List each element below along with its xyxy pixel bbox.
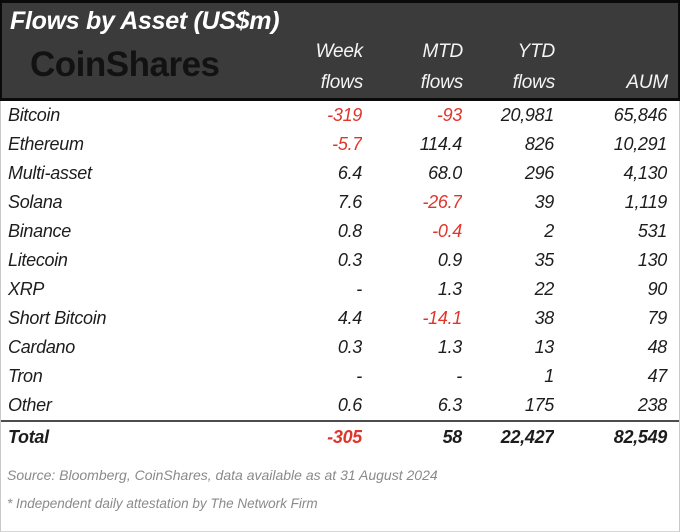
attestation-note: * Independent daily attestation by The N… — [7, 496, 318, 511]
table-body: Bitcoin -319 -93 20,981 65,846 Ethereum … — [0, 101, 680, 532]
total-ytd-flows-value: 22,427 — [500, 427, 554, 447]
week-flows-value: 0.3 — [337, 250, 362, 270]
aum-value: 79 — [647, 308, 668, 328]
table-row-cardano: Cardano 0.3 1.3 13 48 — [1, 333, 679, 362]
week-flows-value: 0.8 — [337, 221, 362, 241]
week-flows-value: 7.6 — [337, 192, 362, 212]
total-mtd-flows-value: 58 — [442, 427, 462, 447]
asset-name: Cardano — [8, 337, 75, 357]
total-aum-value: 82,549 — [613, 427, 668, 447]
ytd-flows-value: 20,981 — [500, 105, 554, 125]
column-header-ytd-line1: YTD — [517, 41, 556, 62]
mtd-flows-value: -93 — [436, 105, 462, 125]
aum-value: 130 — [637, 250, 667, 270]
table-row-multi-asset: Multi-asset 6.4 68.0 296 4,130 — [1, 159, 679, 188]
source-note: Source: Bloomberg, CoinShares, data avai… — [7, 467, 438, 483]
week-flows-value: 4.4 — [337, 308, 362, 328]
asset-name: Litecoin — [8, 250, 68, 270]
table-row-ethereum: Ethereum -5.7 114.4 826 10,291 — [1, 130, 679, 159]
mtd-flows-value: 114.4 — [419, 134, 462, 154]
asset-name: Other — [8, 395, 52, 415]
table-row-xrp: XRP - 1.3 22 90 — [1, 275, 679, 304]
total-label: Total — [8, 427, 49, 447]
asset-name: Bitcoin — [8, 105, 60, 125]
ytd-flows-value: 2 — [544, 221, 554, 241]
mtd-flows-value: -0.4 — [432, 221, 462, 241]
asset-name: Tron — [8, 366, 43, 386]
mtd-flows-value: 1.3 — [437, 279, 462, 299]
table-row-total: Total -305 58 22,427 82,549 — [1, 420, 679, 453]
week-flows-value: - — [356, 366, 362, 386]
mtd-flows-value: - — [456, 366, 462, 386]
aum-value: 1,119 — [624, 192, 668, 212]
column-header-week-line2: flows — [320, 72, 363, 93]
table-footnotes: Source: Bloomberg, CoinShares, data avai… — [1, 453, 679, 511]
table-row-litecoin: Litecoin 0.3 0.9 35 130 — [1, 246, 679, 275]
table-row-binance: Binance 0.8 -0.4 2 531 — [1, 217, 679, 246]
coinshares-logo: CoinShares — [30, 45, 220, 84]
column-header-mtd-flows: MTD flows — [421, 36, 463, 98]
asset-name: Solana — [8, 192, 63, 212]
mtd-flows-value: 1.3 — [437, 337, 462, 357]
column-header-ytd-flows: YTD flows — [513, 36, 555, 98]
column-header-mtd-line1: MTD — [422, 41, 463, 62]
table-row-short-bitcoin: Short Bitcoin 4.4 -14.1 38 79 — [1, 304, 679, 333]
aum-value: 48 — [647, 337, 668, 357]
aum-value: 47 — [647, 366, 668, 386]
table-row-other: Other 0.6 6.3 175 238 — [1, 391, 679, 420]
mtd-flows-value: 0.9 — [437, 250, 462, 270]
asset-name: Binance — [8, 221, 71, 241]
ytd-flows-value: 175 — [524, 395, 554, 415]
aum-value: 65,846 — [613, 105, 668, 125]
aum-value: 10,291 — [613, 134, 668, 154]
aum-value: 90 — [647, 279, 668, 299]
ytd-flows-value: 38 — [534, 308, 554, 328]
aum-value: 531 — [637, 221, 667, 241]
page-title: Flows by Asset (US$m) — [10, 7, 280, 35]
asset-name: Ethereum — [8, 134, 84, 154]
ytd-flows-value: 39 — [534, 192, 554, 212]
week-flows-value: -319 — [327, 105, 362, 125]
column-header-ytd-line2: flows — [512, 72, 555, 93]
aum-value: 4,130 — [623, 163, 667, 183]
ytd-flows-value: 1 — [544, 366, 554, 386]
total-week-flows-value: -305 — [327, 427, 362, 447]
column-header-week-line1: Week — [315, 41, 364, 62]
mtd-flows-value: -14.1 — [422, 308, 462, 328]
column-header-week-flows: Week flows — [315, 36, 364, 98]
mtd-flows-value: 6.3 — [437, 395, 462, 415]
week-flows-value: 0.3 — [337, 337, 362, 357]
table-row-tron: Tron - - 1 47 — [1, 362, 679, 391]
week-flows-value: 0.6 — [337, 395, 362, 415]
table-header: Flows by Asset (US$m) CoinShares Week fl… — [0, 0, 680, 101]
table-row-solana: Solana 7.6 -26.7 39 1,119 — [1, 188, 679, 217]
asset-name: Multi-asset — [8, 163, 92, 183]
week-flows-value: - — [356, 279, 362, 299]
column-header-mtd-line2: flows — [420, 72, 463, 93]
mtd-flows-value: -26.7 — [422, 192, 462, 212]
column-header-aum: AUM — [626, 72, 668, 93]
ytd-flows-value: 22 — [534, 279, 554, 299]
asset-name: Short Bitcoin — [8, 308, 107, 328]
week-flows-value: -5.7 — [332, 134, 362, 154]
aum-value: 238 — [637, 395, 667, 415]
ytd-flows-value: 826 — [524, 134, 554, 154]
table-row-bitcoin: Bitcoin -319 -93 20,981 65,846 — [1, 101, 679, 130]
mtd-flows-value: 68.0 — [428, 163, 462, 183]
ytd-flows-value: 296 — [524, 163, 554, 183]
asset-name: XRP — [8, 279, 45, 299]
ytd-flows-value: 35 — [534, 250, 554, 270]
week-flows-value: 6.4 — [337, 163, 362, 183]
ytd-flows-value: 13 — [534, 337, 554, 357]
